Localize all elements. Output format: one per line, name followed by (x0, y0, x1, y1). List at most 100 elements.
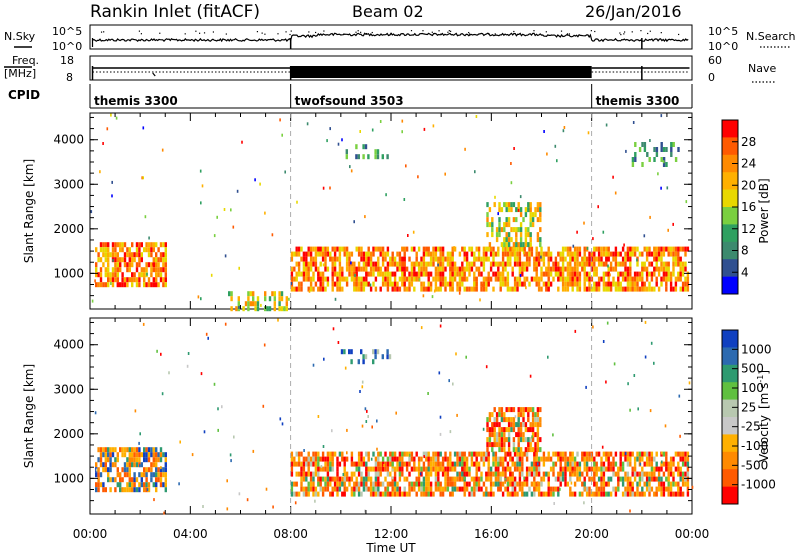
range-cell (629, 491, 632, 497)
range-cell (162, 452, 165, 458)
range-cell (133, 452, 136, 458)
range-cell (107, 472, 110, 478)
range-cell (470, 246, 474, 252)
range-cell (152, 452, 155, 458)
range-cell (425, 466, 428, 472)
range-cell (365, 451, 368, 457)
range-cell (413, 266, 416, 272)
range-cell (480, 281, 483, 287)
range-cell (114, 447, 117, 453)
range-cell (480, 286, 483, 292)
range-cell (492, 261, 495, 267)
range-speckle (102, 142, 104, 145)
y-tick-label: 3000 (53, 177, 84, 191)
range-cell (164, 477, 167, 483)
range-cell (662, 162, 666, 167)
range-cell (669, 271, 673, 277)
range-cell (107, 277, 110, 283)
range-cell (393, 456, 397, 462)
range-cell (590, 466, 594, 472)
range-cell (679, 471, 682, 477)
colorbar-swatch (722, 154, 738, 173)
range-cell (145, 477, 148, 483)
range-cell (155, 457, 158, 463)
range-cell (482, 481, 486, 487)
range-cell (495, 432, 499, 438)
range-cell (396, 251, 399, 257)
range-cell (677, 486, 680, 492)
range-cell (135, 282, 139, 288)
range-cell (633, 276, 637, 282)
range-cell (150, 447, 153, 453)
range-cell (527, 242, 530, 248)
range-cell (307, 456, 310, 462)
range-cell (463, 276, 466, 282)
range-cell (357, 281, 361, 287)
range-cell (662, 471, 666, 477)
range-cell (486, 417, 489, 423)
range-cell (684, 281, 687, 287)
nsky-tick-top: 10^5 (52, 25, 82, 38)
range-cell (377, 266, 380, 272)
range-cell (319, 456, 322, 462)
range-cell (540, 476, 543, 482)
range-speckle (644, 320, 647, 324)
range-cell (458, 266, 462, 272)
range-cell (131, 272, 134, 278)
range-cell (677, 471, 680, 477)
range-cell (329, 456, 332, 462)
range-cell (446, 486, 450, 492)
range-cell (317, 476, 320, 482)
range-cell (374, 286, 378, 292)
range-cell (509, 246, 512, 252)
range-cell (372, 486, 375, 492)
range-cell (492, 461, 495, 467)
range-cell (523, 261, 526, 267)
range-cell (585, 471, 589, 477)
range-cell (571, 471, 574, 477)
range-cell (554, 261, 558, 267)
freq-trace (91, 66, 690, 80)
range-cell (545, 286, 548, 292)
range-cell (524, 237, 528, 243)
range-cell (336, 481, 339, 487)
range-speckle (497, 212, 499, 216)
range-cell (513, 461, 517, 467)
range-cell (425, 491, 428, 497)
range-cell (617, 261, 620, 267)
range-cell (343, 461, 346, 467)
range-cell (155, 242, 158, 248)
range-cell (143, 282, 146, 288)
range-cell (677, 246, 680, 252)
range-cell (374, 276, 378, 282)
range-cell (417, 476, 421, 482)
range-cell (468, 481, 471, 487)
range-cell (317, 246, 320, 252)
range-speckle (246, 498, 249, 502)
range-cell (393, 476, 397, 482)
range-speckle (475, 115, 478, 118)
nsky-dot (545, 31, 547, 33)
range-cell (131, 262, 134, 268)
colorbar-swatch (722, 137, 738, 156)
range-cell (131, 242, 134, 248)
range-cell (605, 466, 608, 472)
range-cell (97, 487, 100, 493)
range-cell (273, 291, 276, 297)
range-cell (422, 476, 426, 482)
range-cell (669, 466, 673, 472)
range-cell (593, 286, 596, 292)
range-cell (312, 486, 315, 492)
range-cell (473, 281, 476, 287)
range-cell (501, 256, 505, 262)
range-cell (636, 456, 639, 462)
range-cell (458, 251, 462, 257)
range-speckle (197, 295, 200, 299)
range-cell (585, 461, 589, 467)
range-cell (650, 261, 654, 267)
range-cell (528, 466, 531, 472)
range-cell (648, 157, 651, 162)
range-cell (535, 466, 538, 472)
range-cell (439, 286, 442, 292)
range-cell (672, 456, 675, 462)
